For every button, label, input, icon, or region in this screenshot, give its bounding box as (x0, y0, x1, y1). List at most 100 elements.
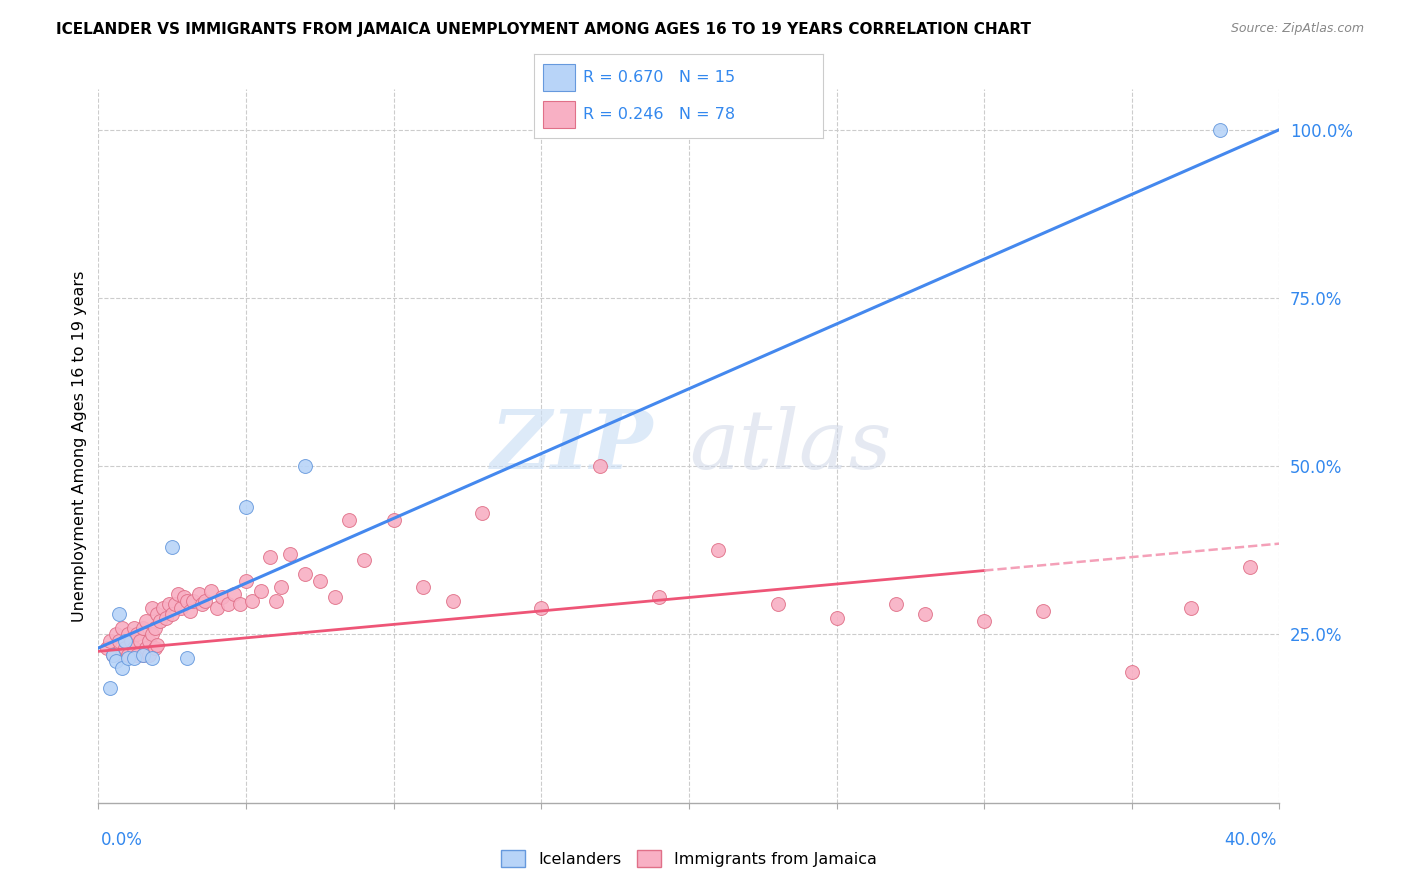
Point (1180, 600, 1202, 615)
Point (270, 580, 292, 594)
Point (155, 610, 177, 624)
Legend: Icelanders, Immigrants from Jamaica: Icelanders, Immigrants from Jamaica (495, 844, 883, 873)
Point (173, 591, 195, 605)
Point (138, 634, 160, 648)
Point (117, 651, 139, 665)
Text: atlas: atlas (689, 406, 891, 486)
Point (167, 587, 190, 601)
Point (229, 597, 252, 611)
Point (103, 648, 125, 662)
Point (132, 648, 155, 662)
Point (132, 621, 155, 635)
Point (170, 600, 193, 615)
Point (353, 553, 375, 567)
Bar (543, 63, 575, 91)
Point (259, 550, 281, 565)
Point (471, 506, 494, 520)
Point (125, 627, 148, 641)
Point (707, 543, 730, 558)
Point (111, 648, 134, 662)
Point (149, 614, 172, 628)
Point (884, 597, 907, 611)
Point (187, 587, 209, 601)
Point (1032, 604, 1054, 618)
Point (294, 459, 316, 474)
Point (138, 648, 160, 662)
Point (143, 621, 166, 635)
Point (108, 607, 131, 622)
Point (250, 583, 273, 598)
Text: 40.0%: 40.0% (1225, 831, 1277, 849)
Point (235, 500, 257, 514)
Point (165, 597, 187, 611)
Point (162, 607, 183, 622)
Point (530, 600, 553, 615)
Point (205, 600, 228, 615)
Point (111, 661, 134, 675)
Point (152, 600, 174, 615)
Point (240, 594, 263, 608)
Point (382, 513, 405, 527)
Point (122, 621, 145, 635)
Point (157, 597, 180, 611)
Point (128, 634, 150, 648)
Point (98, 681, 121, 696)
Point (120, 634, 142, 648)
Point (108, 634, 131, 648)
Point (441, 594, 464, 608)
Point (1209, 122, 1232, 136)
Point (125, 648, 148, 662)
Point (1121, 665, 1143, 679)
Point (96, 640, 118, 655)
Text: 0.0%: 0.0% (101, 831, 143, 849)
Point (211, 591, 233, 605)
Y-axis label: Unemployment Among Ages 16 to 19 years: Unemployment Among Ages 16 to 19 years (72, 270, 87, 622)
Point (105, 655, 128, 669)
Point (648, 591, 671, 605)
Point (235, 574, 257, 588)
Point (103, 648, 125, 662)
Text: Source: ZipAtlas.com: Source: ZipAtlas.com (1230, 22, 1364, 36)
Text: ZIP: ZIP (491, 406, 654, 486)
Point (294, 566, 316, 581)
Point (176, 594, 198, 608)
Point (135, 614, 157, 628)
Point (825, 610, 848, 624)
Point (412, 580, 434, 594)
Point (143, 640, 166, 655)
Point (217, 597, 239, 611)
Point (914, 607, 936, 622)
Point (146, 607, 169, 622)
Point (179, 604, 201, 618)
Point (98, 634, 121, 648)
Bar (543, 101, 575, 128)
Point (141, 651, 163, 665)
Point (135, 640, 157, 655)
Point (766, 597, 789, 611)
Point (973, 614, 995, 628)
Point (339, 513, 360, 527)
Point (114, 634, 136, 648)
Point (176, 651, 198, 665)
Point (111, 621, 134, 635)
Point (278, 547, 302, 561)
Point (194, 594, 217, 608)
Point (1239, 560, 1261, 574)
Point (122, 640, 145, 655)
Point (117, 648, 139, 662)
Point (224, 587, 246, 601)
Point (141, 600, 163, 615)
Point (132, 648, 155, 662)
Text: R = 0.670   N = 15: R = 0.670 N = 15 (583, 70, 735, 85)
Point (117, 627, 139, 641)
Point (200, 583, 222, 598)
Text: R = 0.246   N = 78: R = 0.246 N = 78 (583, 107, 735, 122)
Point (162, 540, 183, 554)
Point (141, 627, 163, 641)
Point (264, 594, 287, 608)
Point (122, 651, 145, 665)
Point (191, 597, 214, 611)
Point (309, 574, 332, 588)
Text: ICELANDER VS IMMIGRANTS FROM JAMAICA UNEMPLOYMENT AMONG AGES 16 TO 19 YEARS CORR: ICELANDER VS IMMIGRANTS FROM JAMAICA UNE… (56, 22, 1031, 37)
Point (589, 459, 612, 474)
